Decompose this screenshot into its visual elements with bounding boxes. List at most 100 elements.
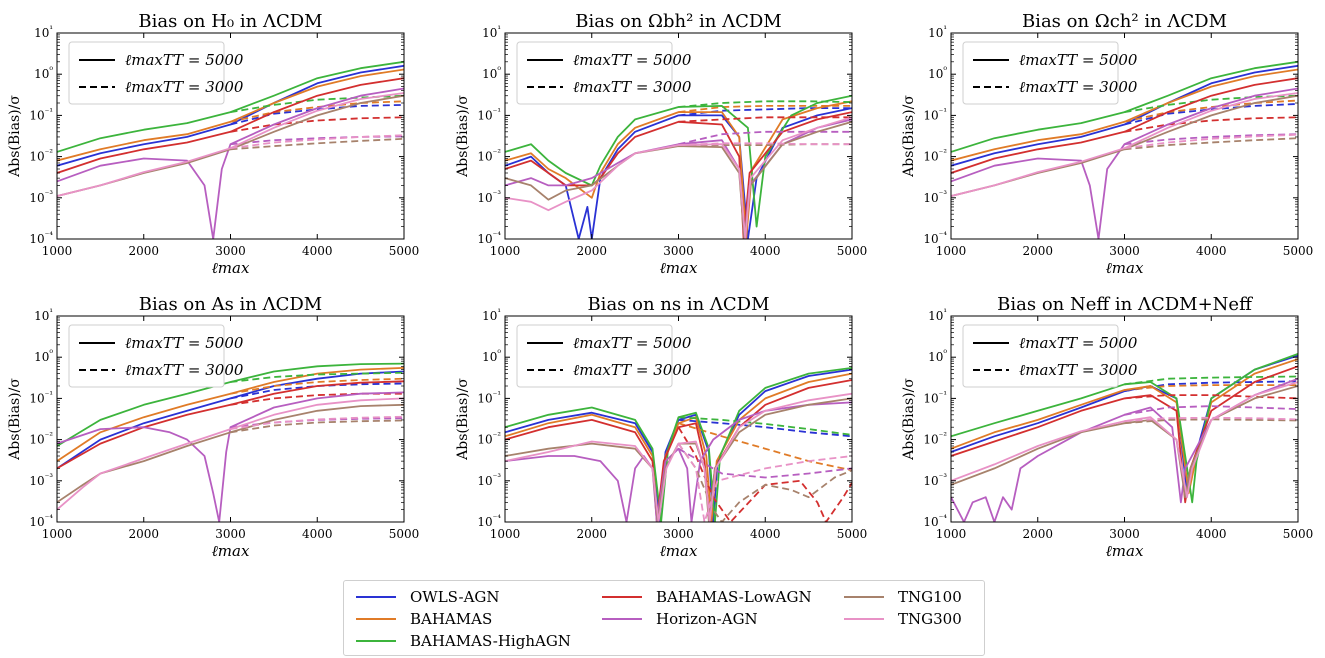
series-line-bahamas-ell5000: [951, 358, 1298, 495]
style-legend: ℓmaxTT = 5000 ℓmaxTT = 3000: [962, 41, 1138, 105]
x-tick-label: 2000: [128, 244, 159, 258]
y-axis-label: Abs(Bias)/σ: [901, 95, 917, 178]
legend-label-horizon-agn: Horizon-AGN: [656, 610, 758, 628]
series-line-owls-agn-ell3000: [678, 419, 852, 438]
y-axis-label: Abs(Bias)/σ: [7, 378, 23, 461]
chart-title: Bias on ns in ΛCDM: [587, 294, 769, 315]
style-legend-label-5000: ℓmaxTT = 5000: [1019, 334, 1138, 352]
series-line-bahamas-lowagn-ell3000: [1124, 116, 1298, 133]
style-legend-label-3000: ℓmaxTT = 3000: [573, 361, 692, 379]
style-legend: ℓmaxTT = 5000 ℓmaxTT = 3000: [68, 324, 244, 388]
legend-label-tng100: TNG100: [898, 588, 962, 606]
style-legend-label-3000: ℓmaxTT = 3000: [1019, 78, 1138, 96]
y-tick-label: 10¹: [482, 308, 501, 323]
series-line-owls-agn-ell3000: [230, 104, 404, 126]
series-line-owls-agn-ell3000: [230, 382, 404, 400]
x-tick-label: 2000: [1022, 244, 1053, 258]
series-line-owls-agn-ell5000: [951, 64, 1298, 167]
series-line-tng100-ell5000: [505, 120, 852, 239]
y-tick-label: 10⁰: [482, 66, 501, 81]
style-legend-label-3000: ℓmaxTT = 3000: [125, 361, 244, 379]
x-axis-label: ℓmax: [660, 259, 698, 277]
x-tick-label: 4000: [750, 244, 781, 258]
x-tick-label: 2000: [576, 527, 607, 541]
series-line-bahamas-ell3000: [1124, 384, 1298, 391]
series-line-horizon-agn-ell5000: [505, 401, 852, 522]
y-tick-label: 10⁻³: [923, 190, 947, 205]
series-line-bahamas-highagn-ell5000: [951, 353, 1298, 504]
style-legend-box: [68, 324, 225, 388]
x-tick-label: 5000: [389, 244, 420, 258]
x-tick-label: 2000: [128, 527, 159, 541]
legend-swatch-tng300: [844, 618, 884, 620]
legend-item-tng300: TNG300: [844, 609, 962, 629]
series-line-tng300-ell5000: [951, 381, 1298, 499]
y-tick-label: 10⁰: [34, 66, 53, 81]
x-tick-label: 1000: [490, 244, 521, 258]
series-line-bahamas-lowagn-ell5000: [505, 111, 852, 239]
y-tick-label: 10⁻²: [923, 149, 947, 164]
series-line-bahamas-ell3000: [1124, 99, 1298, 123]
series-line-horizon-agn-ell5000: [57, 87, 404, 239]
series-line-tng300-ell3000: [1124, 133, 1298, 150]
chart-panel-4: Bias on As in ΛCDM 1000 2000 3000 4000 5000 10…: [7, 294, 419, 560]
x-tick-label: 4000: [302, 244, 333, 258]
x-tick-label: 5000: [837, 244, 868, 258]
y-tick-label: 10⁻³: [477, 473, 501, 488]
style-legend-label-5000: ℓmaxTT = 5000: [573, 334, 692, 352]
series-line-tng300-ell5000: [505, 392, 852, 522]
x-tick-label: 1000: [42, 244, 73, 258]
series-line-bahamas-ell3000: [230, 377, 404, 395]
x-axis-label: ℓmax: [212, 542, 250, 560]
series-line-bahamas-lowagn-ell3000: [1124, 394, 1298, 400]
y-tick-label: 10⁰: [928, 66, 947, 81]
y-tick-label: 10⁻²: [29, 149, 53, 164]
x-tick-label: 4000: [302, 527, 333, 541]
y-tick-label: 10⁻³: [29, 473, 53, 488]
x-tick-label: 1000: [936, 244, 967, 258]
style-legend: ℓmaxTT = 5000 ℓmaxTT = 3000: [962, 324, 1138, 388]
x-tick-label: 3000: [1109, 527, 1140, 541]
y-tick-label: 10⁻²: [923, 432, 947, 447]
series-line-bahamas-highagn-ell3000: [230, 371, 404, 383]
y-tick-label: 10⁻¹: [923, 390, 947, 405]
series-line-horizon-agn-ell5000: [951, 87, 1298, 239]
y-tick-label: 10⁻²: [477, 149, 501, 164]
series-line-owls-agn-ell3000: [1124, 103, 1298, 126]
series-line-tng300-ell5000: [57, 92, 404, 197]
legend-swatch-tng100: [844, 596, 884, 598]
series-line-horizon-agn-ell3000: [1124, 133, 1298, 146]
style-legend: ℓmaxTT = 5000 ℓmaxTT = 3000: [516, 41, 692, 105]
x-tick-label: 5000: [837, 527, 868, 541]
series-line-tng300-ell3000: [230, 134, 404, 150]
style-legend-label-5000: ℓmaxTT = 5000: [125, 51, 244, 69]
legend-label-owls-agn: OWLS-AGN: [410, 588, 500, 606]
y-tick-label: 10⁻¹: [923, 107, 947, 122]
x-tick-label: 5000: [1283, 244, 1314, 258]
x-tick-label: 2000: [1022, 527, 1053, 541]
y-tick-label: 10⁻¹: [29, 107, 53, 122]
x-axis-label: ℓmax: [212, 259, 250, 277]
series-line-bahamas-ell5000: [57, 68, 404, 162]
x-tick-label: 1000: [936, 527, 967, 541]
series-line-bahamas-highagn-ell3000: [1124, 375, 1298, 386]
chart-panel-6: Bias on Neff in ΛCDM+Neff 1000 2000 3000 400…: [901, 294, 1313, 560]
series-line-bahamas-ell5000: [57, 367, 404, 462]
y-tick-label: 10⁻²: [29, 432, 53, 447]
chart-title: Bias on H₀ in ΛCDM: [138, 11, 322, 32]
y-axis-label: Abs(Bias)/σ: [455, 378, 471, 461]
y-tick-label: 10⁰: [928, 349, 947, 364]
series-line-bahamas-ell5000: [505, 372, 852, 522]
series-line-owls-agn-ell5000: [57, 64, 404, 167]
legend-label-bahamas-highagn: BAHAMAS-HighAGN: [410, 632, 571, 650]
x-axis-label: ℓmax: [1106, 259, 1144, 277]
x-tick-label: 3000: [663, 527, 694, 541]
series-line-bahamas-highagn-ell5000: [57, 362, 404, 447]
series-line-tng100-ell3000: [677, 443, 852, 522]
style-legend-label-3000: ℓmaxTT = 3000: [1019, 361, 1138, 379]
x-tick-label: 1000: [42, 527, 73, 541]
figure-canvas: Bias on H₀ in ΛCDM 1000 2000 3000 4000 5000 10…: [7, 11, 1314, 560]
series-line-tng100-ell3000: [1124, 418, 1298, 425]
legend-swatch-bahamas-lowagn: [602, 596, 642, 598]
legend-item-bahamas-highagn: BAHAMAS-HighAGN: [356, 631, 571, 651]
